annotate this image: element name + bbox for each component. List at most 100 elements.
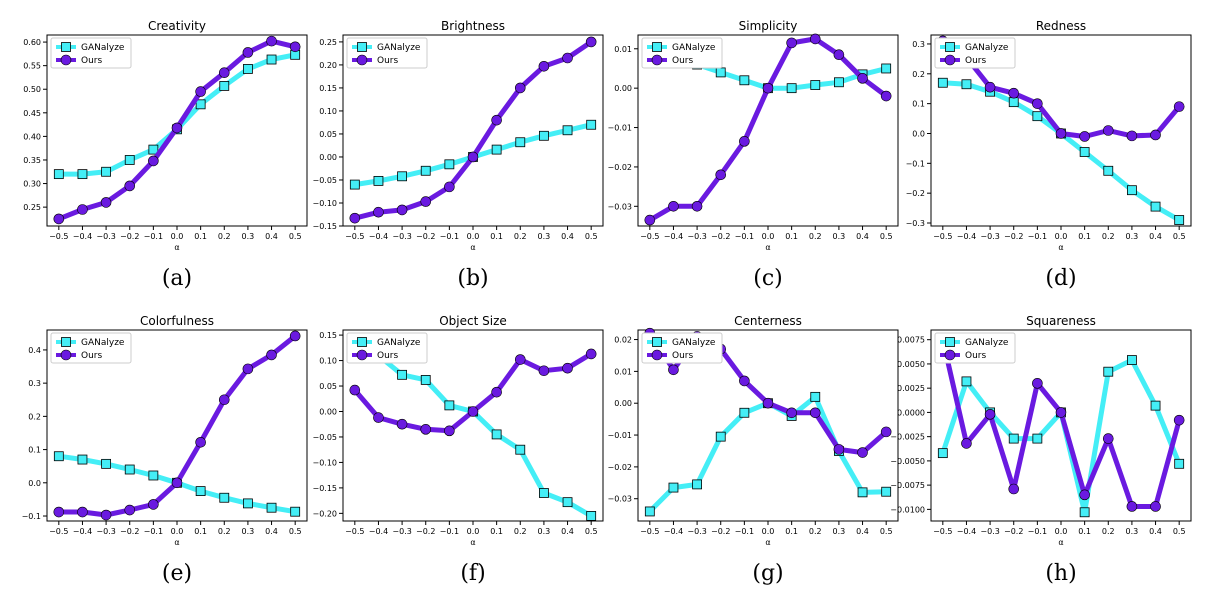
x-tick-label: 0.4 (1149, 232, 1162, 241)
data-point-ours (739, 375, 750, 387)
data-point-ours (1032, 378, 1043, 389)
panel-caption: (d) (1045, 266, 1077, 291)
x-tick-label: −0.2 (416, 527, 435, 536)
x-tick-label: 0.0 (171, 232, 184, 241)
x-tick-label: −0.3 (980, 232, 999, 241)
y-tick-label: −0.10 (312, 458, 337, 467)
data-point-ours (53, 506, 65, 518)
data-point-ours (467, 406, 479, 417)
x-tick-label: −0.5 (345, 232, 364, 241)
legend-label: GANalyze (672, 338, 716, 348)
legend-marker-ours (651, 349, 663, 361)
data-point-ours (585, 36, 597, 48)
x-tick-label: −0.3 (392, 527, 411, 536)
data-point-ours (880, 426, 892, 438)
y-tick-label: 0.15 (319, 84, 337, 93)
data-point-ours (124, 180, 136, 192)
y-tick-label: 0.0 (912, 129, 925, 138)
data-point-ours (1079, 489, 1090, 501)
x-tick-label: −0.2 (1004, 527, 1023, 536)
x-tick-label: −0.1 (1028, 232, 1047, 241)
x-tick-label: 0.5 (585, 527, 598, 536)
data-point-ganalyze (644, 506, 655, 517)
x-tick-label: −0.2 (416, 232, 435, 241)
legend-label: Ours (81, 351, 102, 361)
y-tick-label: 0.01 (614, 367, 632, 376)
x-tick-label: 0.1 (194, 232, 207, 241)
x-tick-label: −0.1 (440, 527, 459, 536)
y-tick-label: −0.0050 (890, 457, 925, 466)
y-tick-label: −0.01 (607, 124, 632, 133)
data-point-ganalyze (1150, 201, 1161, 212)
data-point-ours (242, 47, 254, 58)
data-point-ours (809, 33, 821, 45)
x-tick-label: 0.2 (514, 527, 527, 536)
data-point-ours (514, 82, 526, 94)
data-point-ours (491, 114, 502, 126)
x-tick-label: 0.0 (171, 527, 184, 536)
data-point-ours (1055, 407, 1067, 418)
x-tick-label: 0.2 (809, 527, 822, 536)
data-point-ganalyze (961, 79, 972, 90)
y-tick-label: 0.1 (912, 100, 925, 109)
data-point-ganalyze (124, 155, 135, 165)
x-tick-label: 0.0 (467, 527, 480, 536)
data-point-ganalyze (243, 64, 253, 74)
x-tick-label: −0.5 (49, 232, 68, 241)
y-tick-label: −0.05 (312, 176, 337, 185)
data-point-ours (420, 196, 432, 207)
data-point-ganalyze (786, 83, 797, 94)
y-tick-label: 0.0050 (897, 360, 925, 369)
data-point-ours (396, 418, 408, 430)
data-point-ours (668, 201, 679, 212)
data-point-ours (148, 499, 159, 510)
x-tick-label: 0.1 (1078, 527, 1091, 536)
chart-panel-4: Redness−0.3−0.2−0.10.00.10.20.3−0.5 −0.4−… (906, 19, 1192, 252)
y-tick-label: 0.30 (23, 180, 41, 189)
x-tick-label: 0.1 (490, 232, 503, 241)
x-tick-label: 0.4 (561, 232, 574, 241)
data-point-ours (242, 363, 254, 375)
y-tick-label: 0.60 (23, 38, 41, 47)
data-point-ours (668, 364, 679, 376)
legend-label: GANalyze (965, 338, 1009, 348)
data-point-ganalyze (420, 165, 431, 176)
x-tick-label: −0.2 (1004, 232, 1023, 241)
legend-marker-ganalyze (357, 42, 367, 52)
data-point-ours (148, 155, 159, 167)
data-point-ours (585, 348, 597, 360)
data-point-ours (538, 60, 550, 72)
legend-label: Ours (965, 351, 986, 361)
y-tick-label: −0.15 (312, 484, 337, 493)
y-tick-label: −0.0025 (890, 433, 925, 442)
legend-label: GANalyze (672, 43, 716, 53)
data-point-ours (691, 201, 703, 212)
x-tick-label: 0.1 (785, 232, 798, 241)
y-tick-label: 0.35 (23, 156, 41, 165)
data-point-ours (100, 509, 112, 521)
data-point-ours (833, 444, 845, 455)
data-point-ganalyze (881, 63, 892, 74)
x-tick-label: −0.3 (687, 232, 706, 241)
data-point-ganalyze (715, 431, 726, 442)
x-axis-label: α (174, 243, 179, 252)
data-point-ganalyze (834, 77, 844, 88)
data-point-ganalyze (266, 54, 277, 65)
data-point-ganalyze (1032, 433, 1043, 444)
x-tick-label: 0.5 (1173, 527, 1186, 536)
data-point-ours (420, 424, 432, 435)
y-tick-label: 0.0 (28, 479, 41, 488)
x-tick-label: −0.2 (120, 232, 139, 241)
legend-marker-ours (356, 349, 368, 361)
data-point-ganalyze (101, 166, 111, 177)
data-point-ours (1008, 483, 1020, 495)
data-point-ganalyze (1079, 507, 1090, 518)
data-point-ganalyze (77, 454, 88, 465)
chart-title: Object Size (439, 314, 507, 328)
x-tick-label: 0.0 (1055, 527, 1068, 536)
x-tick-label: −0.2 (120, 527, 139, 536)
legend-marker-ganalyze (61, 42, 71, 52)
legend-marker-ganalyze (357, 337, 367, 347)
legend-marker-ours (651, 54, 663, 66)
x-tick-label: −0.4 (664, 232, 683, 241)
